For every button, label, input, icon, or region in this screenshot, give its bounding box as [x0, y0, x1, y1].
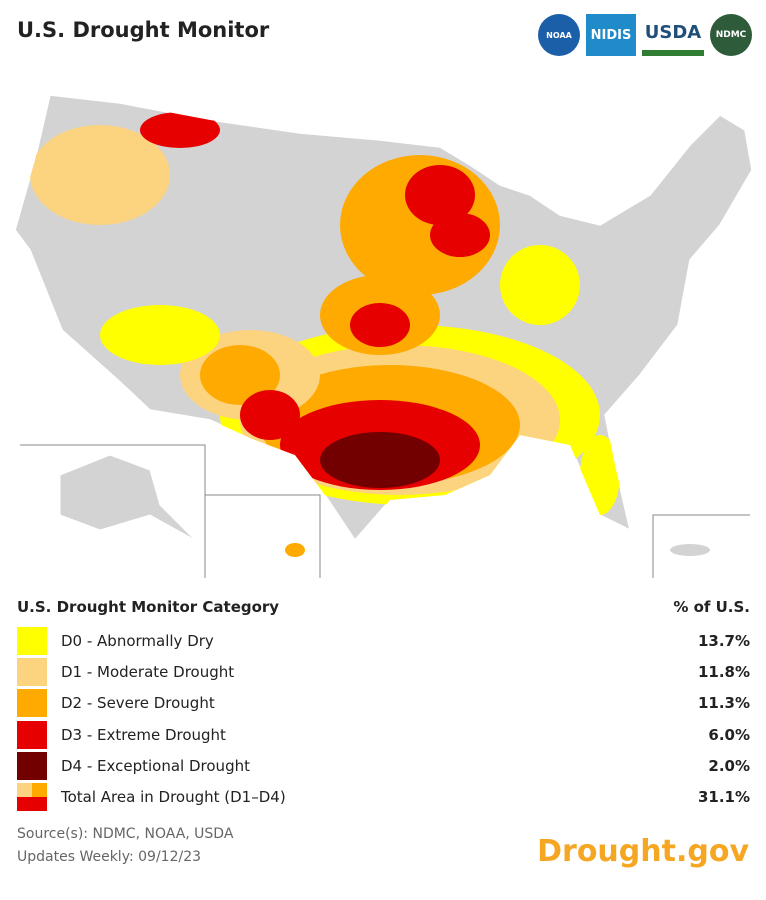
swatch — [17, 658, 47, 687]
legend-label: D1 - Moderate Drought — [61, 663, 235, 682]
swatch — [17, 689, 47, 718]
legend-row: Total Area in Drought (D1–D4) 31.1% — [17, 783, 750, 811]
legend-label: Total Area in Drought (D1–D4) — [61, 788, 286, 806]
swatch — [17, 627, 47, 655]
swatch — [17, 720, 47, 749]
drought-map — [14, 94, 753, 578]
logos: NOAA NIDIS USDA NDMC — [538, 14, 752, 56]
source: Source(s): NDMC, NOAA, USDA — [17, 826, 234, 842]
legend-label: D3 - Extreme Drought — [61, 725, 226, 744]
legend-header: U.S. Drought Monitor Category — [17, 598, 280, 616]
swatch — [17, 751, 47, 780]
legend-value: 6.0% — [708, 725, 750, 744]
title: U.S. Drought Monitor — [17, 18, 270, 42]
legend-row: D4 - Exceptional Drought 2.0% — [17, 751, 750, 780]
legend-label: D2 - Severe Drought — [61, 694, 215, 713]
legend-value: 13.7% — [697, 632, 750, 650]
logo[interactable]: USDA — [642, 14, 704, 56]
logo[interactable]: NDMC — [710, 14, 752, 56]
logo[interactable]: NIDIS — [586, 14, 636, 56]
legend-value: 11.8% — [697, 663, 750, 682]
brand[interactable]: Drought.gov — [537, 834, 749, 869]
legend-row: D0 - Abnormally Dry 13.7% — [17, 627, 750, 655]
legend-label: D0 - Abnormally Dry — [61, 632, 214, 650]
legend-header: % of U.S. — [673, 598, 750, 616]
legend-row: D1 - Moderate Drought 11.8% — [17, 658, 750, 687]
legend-row: D3 - Extreme Drought 6.0% — [17, 720, 750, 749]
drought-areas — [30, 112, 620, 515]
legend-value: 2.0% — [708, 756, 750, 775]
updated: Updates Weekly: 09/12/23 — [17, 849, 202, 865]
legend-value: 31.1% — [697, 788, 750, 806]
legend-row: D2 - Severe Drought 11.3% — [17, 689, 750, 718]
swatch — [17, 783, 47, 811]
legend-label: D4 - Exceptional Drought — [61, 756, 250, 775]
legend-value: 11.3% — [697, 694, 750, 713]
logo[interactable]: NOAA — [538, 14, 580, 56]
